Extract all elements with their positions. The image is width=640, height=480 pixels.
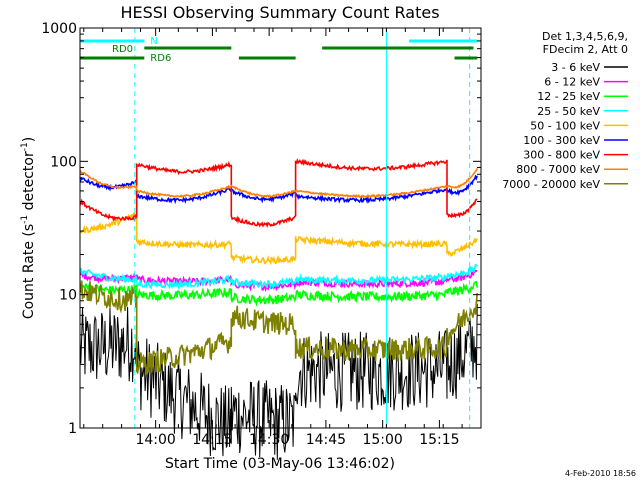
plot-frame bbox=[79, 27, 482, 429]
y-tick-label-2: 100 bbox=[50, 154, 77, 170]
series-line-2 bbox=[79, 281, 478, 307]
legend-label-8: 7000 - 20000 keV bbox=[502, 178, 600, 191]
chart-title: HESSI Observing Summary Count Rates bbox=[120, 3, 439, 22]
series-line-0 bbox=[79, 303, 478, 460]
x-tick-label-2: 14:30 bbox=[249, 432, 289, 448]
axes: 14:00 14:15 14:30 14:45 15:00 15:15 1 10 100 1000 bbox=[41, 21, 482, 448]
x-tick-label-0: 14:00 bbox=[135, 432, 175, 448]
x-tick-label-4: 15:00 bbox=[362, 432, 402, 448]
legend-label-7: 800 - 7000 keV bbox=[516, 163, 600, 176]
legend-label-1: 6 - 12 keV bbox=[544, 76, 600, 89]
y-axis-label: Count Rate (s-1 detector-1) bbox=[20, 137, 37, 319]
flag-label-1: RD0 bbox=[112, 44, 133, 55]
legend-header-0: Det 1,3,4,5,6,9, bbox=[542, 30, 628, 43]
legend: Det 1,3,4,5,6,9,FDecim 2, Att 0 3 - 6 keV… bbox=[502, 30, 628, 191]
y-label-sup1: -1 bbox=[20, 215, 30, 224]
x-axis-label: Start Time (03-May-06 13:46:02) bbox=[165, 456, 395, 472]
series-line-4 bbox=[80, 211, 478, 266]
series-line-5 bbox=[79, 174, 478, 205]
flag-bars: N RD0 RD6 bbox=[80, 36, 478, 64]
flag-label-0: N bbox=[150, 36, 157, 47]
legend-label-6: 300 - 800 keV bbox=[523, 149, 600, 162]
y-label-part1: Count Rate (s bbox=[21, 224, 37, 319]
legend-header-1: FDecim 2, Att 0 bbox=[543, 43, 628, 56]
y-tick-label-1: 10 bbox=[59, 288, 77, 304]
footer-date: 4-Feb-2010 18:56 bbox=[565, 469, 636, 478]
series-layer bbox=[79, 157, 478, 460]
series-line-8 bbox=[79, 280, 478, 375]
x-tick-label-1: 14:15 bbox=[192, 432, 232, 448]
legend-label-3: 25 - 50 keV bbox=[537, 105, 600, 118]
y-tick-label-3: 1000 bbox=[41, 21, 77, 37]
x-tick-label-3: 14:45 bbox=[306, 432, 346, 448]
legend-label-0: 3 - 6 keV bbox=[551, 61, 600, 74]
x-tick-label-5: 15:15 bbox=[419, 432, 459, 448]
legend-label-5: 100 - 300 keV bbox=[523, 134, 600, 147]
series-line-6 bbox=[79, 157, 478, 229]
series-line-3 bbox=[79, 263, 478, 291]
y-tick-label-0: 1 bbox=[68, 421, 77, 437]
legend-label-2: 12 - 25 keV bbox=[537, 90, 600, 103]
series-line-7 bbox=[79, 168, 478, 199]
y-label-sup2: -1 bbox=[20, 142, 30, 151]
y-label-part2: detector bbox=[21, 151, 37, 215]
legend-label-4: 50 - 100 keV bbox=[530, 119, 600, 132]
flag-label-2: RD6 bbox=[150, 53, 171, 64]
y-label-part3: ) bbox=[21, 137, 37, 142]
